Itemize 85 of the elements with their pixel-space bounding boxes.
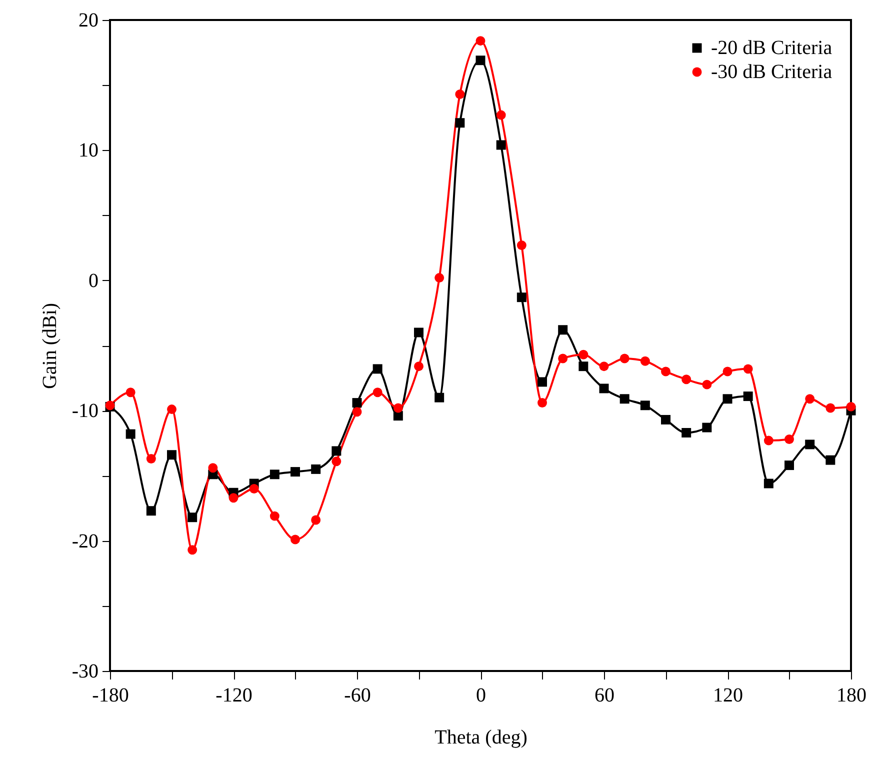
- point: [538, 398, 547, 408]
- point: [558, 325, 568, 335]
- x-axis-title: Theta (deg): [434, 726, 528, 748]
- point: [414, 328, 424, 338]
- point: [620, 394, 630, 404]
- point: [270, 470, 280, 480]
- point: [270, 511, 280, 521]
- point: [167, 450, 176, 460]
- point: [290, 467, 300, 477]
- y-tick-label: 0: [88, 270, 98, 292]
- point: [538, 377, 547, 387]
- legend-label: -20 dB Criteria: [711, 37, 832, 59]
- point: [393, 411, 403, 421]
- point: [805, 394, 815, 404]
- x-tick-label: 180: [836, 684, 866, 706]
- point: [620, 354, 630, 364]
- point: [290, 534, 300, 544]
- point: [702, 380, 712, 390]
- x-tick-label: 120: [713, 684, 743, 706]
- point: [764, 478, 774, 488]
- point: [249, 484, 259, 494]
- legend-label: -30 dB Criteria: [711, 61, 832, 83]
- point: [640, 356, 650, 366]
- x-tick-label: -120: [216, 684, 252, 706]
- point: [188, 512, 198, 522]
- point: [311, 464, 321, 474]
- point: [332, 456, 342, 466]
- point: [682, 428, 692, 438]
- point: [640, 400, 650, 410]
- y-tick-label: 20: [78, 10, 98, 32]
- point: [846, 402, 856, 412]
- point: [722, 394, 732, 404]
- point: [414, 362, 424, 372]
- point: [784, 434, 794, 444]
- point: [826, 455, 836, 465]
- point: [578, 362, 588, 372]
- y-tick-label: -30: [72, 660, 98, 682]
- point: [805, 440, 815, 450]
- point: [455, 118, 465, 128]
- x-tick-label: 60: [594, 684, 614, 706]
- y-tick-label: 10: [78, 140, 98, 162]
- y-tick-label: -20: [72, 530, 98, 552]
- point: [722, 366, 732, 376]
- point: [126, 388, 136, 398]
- point: [764, 436, 774, 446]
- point: [661, 414, 670, 424]
- point: [496, 140, 506, 150]
- point: [599, 384, 609, 394]
- point: [476, 56, 486, 66]
- point: [372, 364, 382, 374]
- point: [126, 429, 136, 439]
- point: [434, 273, 444, 283]
- point: [826, 403, 836, 413]
- x-tick-label: -180: [92, 684, 129, 706]
- point: [784, 460, 794, 470]
- x-tick-label: 0: [476, 684, 486, 706]
- point: [146, 506, 156, 516]
- point: [146, 454, 156, 464]
- point: [188, 545, 198, 555]
- point: [702, 422, 712, 432]
- point: [455, 89, 465, 99]
- point: [661, 366, 670, 376]
- point: [393, 403, 403, 413]
- y-axis-title: Gain (dBi): [38, 302, 61, 390]
- point: [496, 110, 506, 120]
- point: [228, 493, 238, 503]
- point: [516, 240, 526, 250]
- point: [516, 292, 526, 302]
- x-tick-label: -60: [344, 684, 371, 706]
- point: [352, 407, 362, 417]
- point: [352, 398, 362, 408]
- point: [682, 374, 692, 384]
- point: [208, 463, 218, 473]
- point: [599, 362, 609, 372]
- point: [167, 404, 176, 414]
- point: [476, 36, 486, 46]
- point: [372, 388, 382, 398]
- point: [743, 392, 753, 402]
- point: [332, 446, 342, 456]
- point: [578, 350, 588, 360]
- point: [743, 364, 753, 374]
- point: [311, 515, 321, 525]
- point: [558, 354, 568, 364]
- point: [434, 392, 444, 402]
- y-tick-label: -10: [72, 400, 98, 422]
